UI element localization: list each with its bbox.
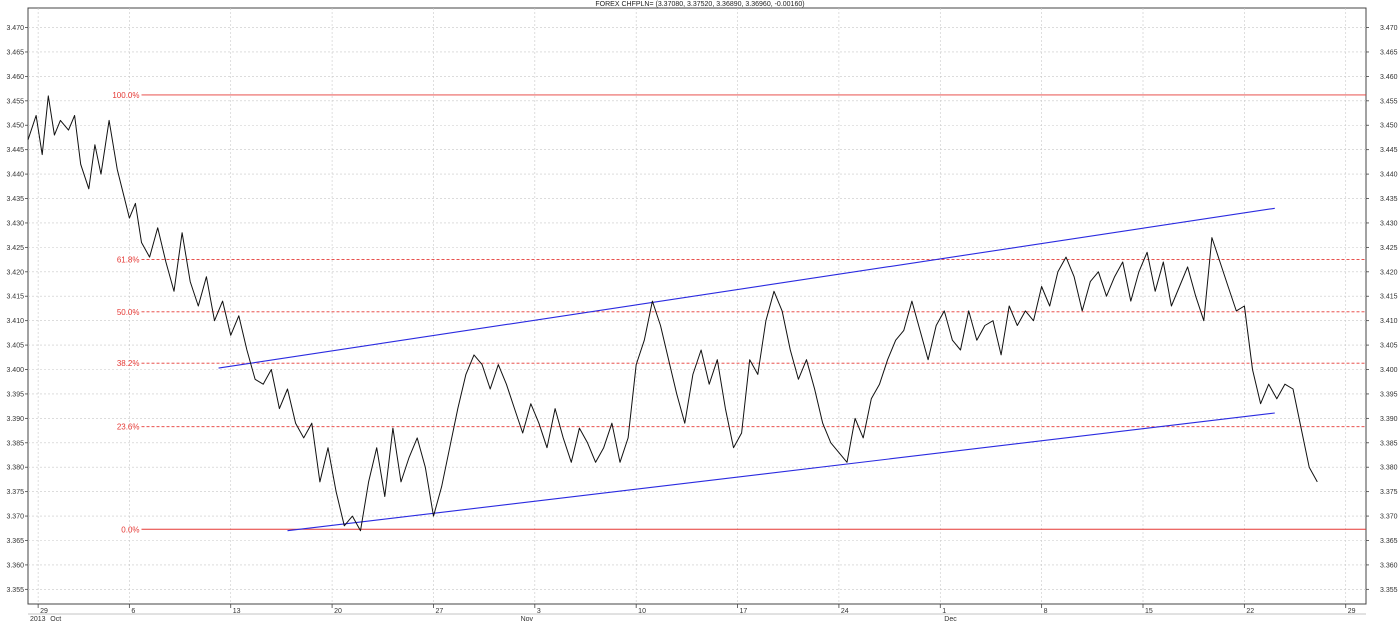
y-tick-label-right: 3.470: [1380, 25, 1398, 32]
y-tick-label-right: 3.440: [1380, 172, 1398, 179]
y-tick-label-right: 3.445: [1380, 147, 1398, 154]
y-tick-label-right: 3.365: [1380, 538, 1398, 545]
y-tick-label-right: 3.430: [1380, 220, 1398, 227]
y-tick-label-left: 3.465: [6, 49, 24, 56]
y-tick-label-left: 3.400: [6, 367, 24, 374]
fib-level-label: 50.0%: [117, 308, 140, 317]
y-tick-label-right: 3.455: [1380, 98, 1398, 105]
x-tick-label: 15: [1145, 608, 1153, 615]
y-tick-label-left: 3.365: [6, 538, 24, 545]
y-tick-label-right: 3.385: [1380, 440, 1398, 447]
y-tick-label-right: 3.435: [1380, 196, 1398, 203]
x-tick-label: 6: [131, 608, 135, 615]
trend-channel-line: [218, 207, 1275, 369]
x-tick-label: 29: [40, 608, 48, 615]
x-tick-label: 24: [841, 608, 849, 615]
y-tick-label-right: 3.390: [1380, 416, 1398, 423]
y-tick-label-left: 3.375: [6, 489, 24, 496]
y-tick-label-right: 3.465: [1380, 49, 1398, 56]
x-tick-label: 1: [942, 608, 946, 615]
x-secondary-label: Nov: [521, 616, 534, 623]
y-tick-label-right: 3.460: [1380, 74, 1398, 81]
y-tick-label-left: 3.430: [6, 220, 24, 227]
y-tick-label-left: 3.455: [6, 98, 24, 105]
y-tick-label-right: 3.355: [1380, 587, 1398, 594]
y-tick-label-right: 3.450: [1380, 123, 1398, 130]
y-tick-label-right: 3.360: [1380, 562, 1398, 569]
price-line: [27, 95, 1318, 532]
chart-title: FOREX CHFPLN= (3.37080, 3.37520, 3.36890…: [595, 1, 805, 8]
y-tick-label-right: 3.415: [1380, 294, 1398, 301]
x-tick-label: 13: [233, 608, 241, 615]
y-tick-label-right: 3.405: [1380, 343, 1398, 350]
x-secondary-label: Dec: [944, 616, 957, 623]
y-tick-label-left: 3.470: [6, 25, 24, 32]
y-tick-label-left: 3.385: [6, 440, 24, 447]
y-tick-label-left: 3.435: [6, 196, 24, 203]
fib-level-label: 100.0%: [112, 91, 139, 100]
y-tick-label-left: 3.415: [6, 294, 24, 301]
x-tick-label: 10: [638, 608, 646, 615]
y-tick-label-left: 3.370: [6, 514, 24, 521]
y-tick-label-left: 3.380: [6, 465, 24, 472]
y-tick-label-left: 3.410: [6, 318, 24, 325]
y-tick-label-left: 3.460: [6, 74, 24, 81]
x-tick-label: 29: [1348, 608, 1356, 615]
y-tick-label-left: 3.395: [6, 391, 24, 398]
y-tick-label-right: 3.380: [1380, 465, 1398, 472]
x-secondary-label: Oct: [50, 616, 61, 623]
y-tick-label-left: 3.440: [6, 172, 24, 179]
trend-channel-line: [287, 412, 1275, 532]
y-tick-label-left: 3.450: [6, 123, 24, 130]
x-tick-label: 20: [334, 608, 342, 615]
fib-level-label: 23.6%: [117, 423, 140, 432]
y-tick-label-right: 3.420: [1380, 269, 1398, 276]
fib-level-label: 0.0%: [121, 525, 139, 534]
x-secondary-label: 2013: [30, 616, 46, 623]
y-tick-label-left: 3.360: [6, 562, 24, 569]
y-tick-label-left: 3.445: [6, 147, 24, 154]
plot-frame: [27, 7, 1367, 605]
y-tick-label-right: 3.425: [1380, 245, 1398, 252]
x-tick-label: 8: [1044, 608, 1048, 615]
y-tick-label-right: 3.410: [1380, 318, 1398, 325]
y-tick-label-right: 3.375: [1380, 489, 1398, 496]
x-tick-label: 22: [1246, 608, 1254, 615]
y-tick-label-left: 3.420: [6, 269, 24, 276]
x-tick-label: 17: [740, 608, 748, 615]
y-tick-label-left: 3.390: [6, 416, 24, 423]
y-tick-label-right: 3.400: [1380, 367, 1398, 374]
y-tick-label-left: 3.425: [6, 245, 24, 252]
x-tick-label: 27: [435, 608, 443, 615]
y-tick-label-right: 3.395: [1380, 391, 1398, 398]
fib-level-label: 38.2%: [117, 359, 140, 368]
y-tick-label-left: 3.405: [6, 343, 24, 350]
y-tick-label-right: 3.370: [1380, 514, 1398, 521]
fib-level-label: 61.8%: [117, 256, 140, 265]
y-tick-label-left: 3.355: [6, 587, 24, 594]
x-tick-label: 3: [537, 608, 541, 615]
